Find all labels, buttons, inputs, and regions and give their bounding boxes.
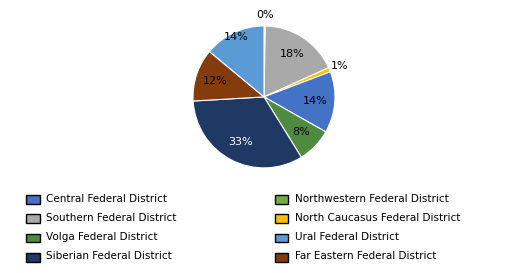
Wedge shape — [193, 97, 301, 168]
FancyBboxPatch shape — [275, 253, 288, 262]
FancyBboxPatch shape — [275, 215, 288, 223]
Text: Northwestern Federal District: Northwestern Federal District — [295, 194, 448, 204]
Text: 12%: 12% — [203, 76, 228, 86]
Text: 14%: 14% — [223, 32, 248, 42]
FancyBboxPatch shape — [275, 234, 288, 242]
FancyBboxPatch shape — [26, 215, 40, 223]
Wedge shape — [264, 97, 326, 157]
Text: 14%: 14% — [303, 96, 327, 106]
Text: 1%: 1% — [331, 61, 348, 71]
Text: Ural Federal District: Ural Federal District — [295, 232, 399, 242]
FancyBboxPatch shape — [26, 253, 40, 262]
FancyBboxPatch shape — [26, 234, 40, 242]
Wedge shape — [193, 52, 264, 101]
Wedge shape — [264, 26, 329, 97]
Wedge shape — [264, 26, 266, 97]
Text: North Caucasus Federal District: North Caucasus Federal District — [295, 213, 460, 223]
Text: Siberian Federal District: Siberian Federal District — [46, 251, 172, 262]
Wedge shape — [264, 72, 335, 132]
Text: Volga Federal District: Volga Federal District — [46, 232, 158, 242]
Wedge shape — [264, 68, 331, 97]
FancyBboxPatch shape — [275, 195, 288, 204]
Text: Southern Federal District: Southern Federal District — [46, 213, 177, 223]
Text: 8%: 8% — [292, 127, 310, 137]
Text: Central Federal District: Central Federal District — [46, 194, 167, 204]
Text: 0%: 0% — [256, 10, 274, 20]
FancyBboxPatch shape — [26, 195, 40, 204]
Text: 33%: 33% — [228, 137, 253, 147]
Text: 18%: 18% — [280, 49, 305, 59]
Wedge shape — [210, 26, 264, 97]
Text: Far Eastern Federal District: Far Eastern Federal District — [295, 251, 436, 262]
